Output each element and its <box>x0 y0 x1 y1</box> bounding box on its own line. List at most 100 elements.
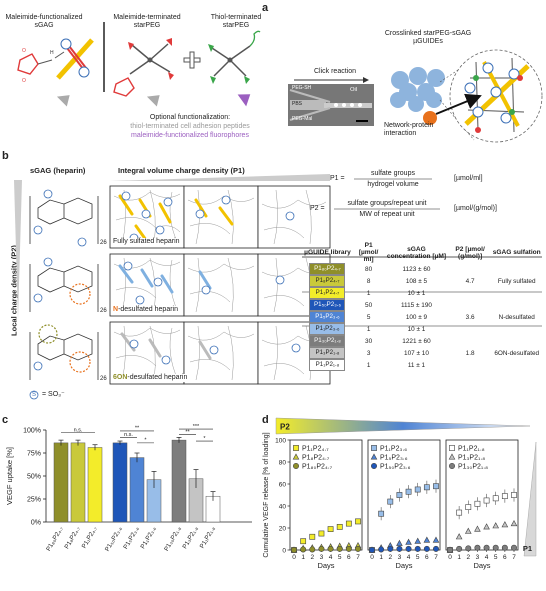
data-point <box>309 546 316 553</box>
eq2-num: sulfate groups/repeat unit <box>347 200 427 207</box>
legend-marker <box>370 453 378 460</box>
col-header-sulfation: sGAG sulfation <box>492 249 541 256</box>
sulfation-cell: Fully sulfated <box>497 277 536 285</box>
library-swatch: P1₃₀P2₁.₈ <box>309 335 346 347</box>
p1-cell: 3 <box>366 349 371 357</box>
data-point <box>378 510 385 517</box>
data-point <box>464 527 472 534</box>
optional-title: Optional functionalization: <box>149 114 231 121</box>
data-point <box>327 545 334 552</box>
svg-text:O: O <box>22 78 26 84</box>
x-tick-label: 2 <box>466 554 470 561</box>
x-tick-label: 5 <box>416 554 420 561</box>
legend-so3: = SO₃⁻ <box>42 391 65 398</box>
data-point <box>290 546 297 553</box>
eq2-unit: [µmol/(g/mol)] <box>454 205 497 212</box>
x-tick-label: 4 <box>407 554 411 561</box>
library-swatch: P1₃P2₁.₈ <box>309 347 346 359</box>
x-axis-label: Days <box>395 561 412 570</box>
row-label-6on: 6ON-desulfated heparin <box>112 374 189 382</box>
sulfation-cell: 6ON-desulfated <box>494 349 540 357</box>
p1-gradient-label: P1 <box>523 544 532 553</box>
p1-cell: 8 <box>366 277 371 285</box>
maleimide-peg-title: Maleimide-terminated starPEG <box>113 14 181 29</box>
significance-label: ** <box>135 426 140 432</box>
repeat-n-1: 26 <box>100 240 107 246</box>
table-row: P1₁P2₄.₇ 1 10 ± 1 <box>302 287 542 299</box>
data-point <box>405 538 412 545</box>
col-header-p2: P2 [µmol/ (g/mol)] <box>455 245 485 260</box>
x-tick-label: 2 <box>310 554 314 561</box>
legend-s: S <box>32 392 37 398</box>
maleimide-starpeg-icon <box>113 38 174 107</box>
p2-gradient-label: P2 <box>280 423 290 432</box>
data-point <box>387 545 394 552</box>
legend-label: P1₁P2₃.₆ <box>380 446 407 453</box>
conc-cell: 100 ± 9 <box>405 313 428 321</box>
legend-marker <box>371 445 377 451</box>
y-tick-label: 0% <box>31 520 41 527</box>
p1-cell: 1 <box>366 289 371 297</box>
p1-cell: 50 <box>365 301 373 309</box>
p1-gradient-wedge <box>523 441 537 557</box>
conc-cell: 1221 ± 60 <box>402 337 431 345</box>
p2-cell: 4.7 <box>465 277 475 285</box>
data-point <box>396 545 403 552</box>
legend-label: P1₁P2₄.₇ <box>302 446 329 453</box>
panel-d-letter: d <box>262 414 269 426</box>
x-tick-label: 1 <box>379 554 383 561</box>
p2-cell: 1.8 <box>465 349 475 357</box>
library-swatch: P1₁P2₃.₆ <box>309 323 346 335</box>
data-point <box>483 523 490 530</box>
data-point <box>510 519 518 527</box>
data-point <box>414 537 422 544</box>
col-header-conc: sGAG concentration [µM] <box>386 245 447 260</box>
library-swatch: P1₅P2₃.₆ <box>309 311 346 323</box>
eq1-num: sulfate groups <box>371 170 415 177</box>
eq1-den: hydrogel volume <box>367 181 419 188</box>
data-point <box>501 521 509 528</box>
table-row: P1₈₀P2₄.₇ 80 1123 ± 60 4.7 Fully sulfated <box>302 263 542 285</box>
legend-label: P1₈P2₄.₇ <box>302 455 330 462</box>
library-table: µGUIDE library P1 [µmol/ ml] sGAG concen… <box>302 242 542 371</box>
p1-cell: 30 <box>365 337 373 345</box>
legend-label: P1₃P2₁.₈ <box>458 455 485 462</box>
data-point <box>456 545 463 552</box>
table-row: P1₅₀P2₃.₆ 50 1115 ± 190 3.6 N-desulfated <box>302 299 542 321</box>
significance-label: * <box>144 438 147 444</box>
repeat-n-3: 26 <box>100 376 107 382</box>
row-label-n: N-desulfated heparin <box>112 306 179 314</box>
y-tick-label: 20 <box>279 526 287 533</box>
legend-marker <box>370 462 377 469</box>
legend-label: P1₅₀P2₃.₆ <box>380 464 411 471</box>
p2-gradient-bar <box>275 417 531 435</box>
x-tick-label: 6 <box>347 554 351 561</box>
sulfation-cell: N-desulfated <box>498 313 535 321</box>
plus-icon <box>183 51 201 69</box>
table-row: P1₈P2₄.₇ 8 108 ± 5 <box>302 275 542 287</box>
conc-cell: 1123 ± 60 <box>402 265 431 273</box>
data-point <box>345 545 352 552</box>
significance-label: n.s. <box>124 432 133 438</box>
x-axis-label: Days <box>317 561 334 570</box>
repeat-n-2: 26 <box>100 308 107 314</box>
data-point <box>309 533 316 540</box>
x-axis-label: Days <box>473 561 490 570</box>
library-swatch: P1₈P2₄.₇ <box>309 275 346 287</box>
data-point <box>414 486 421 493</box>
x-tick-label: 6 <box>503 554 507 561</box>
data-point <box>318 545 325 552</box>
conc-cell: 1115 ± 190 <box>400 301 432 309</box>
p1-cell: 1 <box>366 325 371 333</box>
table-row: P1₃P2₁.₈ 3 107 ± 10 <box>302 347 542 359</box>
data-point <box>432 536 440 543</box>
oil-label: Oil <box>350 87 358 93</box>
significance-label: n.s. <box>74 428 83 434</box>
table-row: P1₅P2₃.₆ 5 100 ± 9 <box>302 311 542 323</box>
data-point <box>423 484 430 491</box>
legend-marker <box>292 453 300 460</box>
data-point <box>423 545 430 552</box>
click-reaction-label: Click reaction <box>313 68 356 75</box>
y-axis-label: VEGF uptake [%] <box>5 447 14 505</box>
y-tick-label: 60 <box>279 482 287 489</box>
